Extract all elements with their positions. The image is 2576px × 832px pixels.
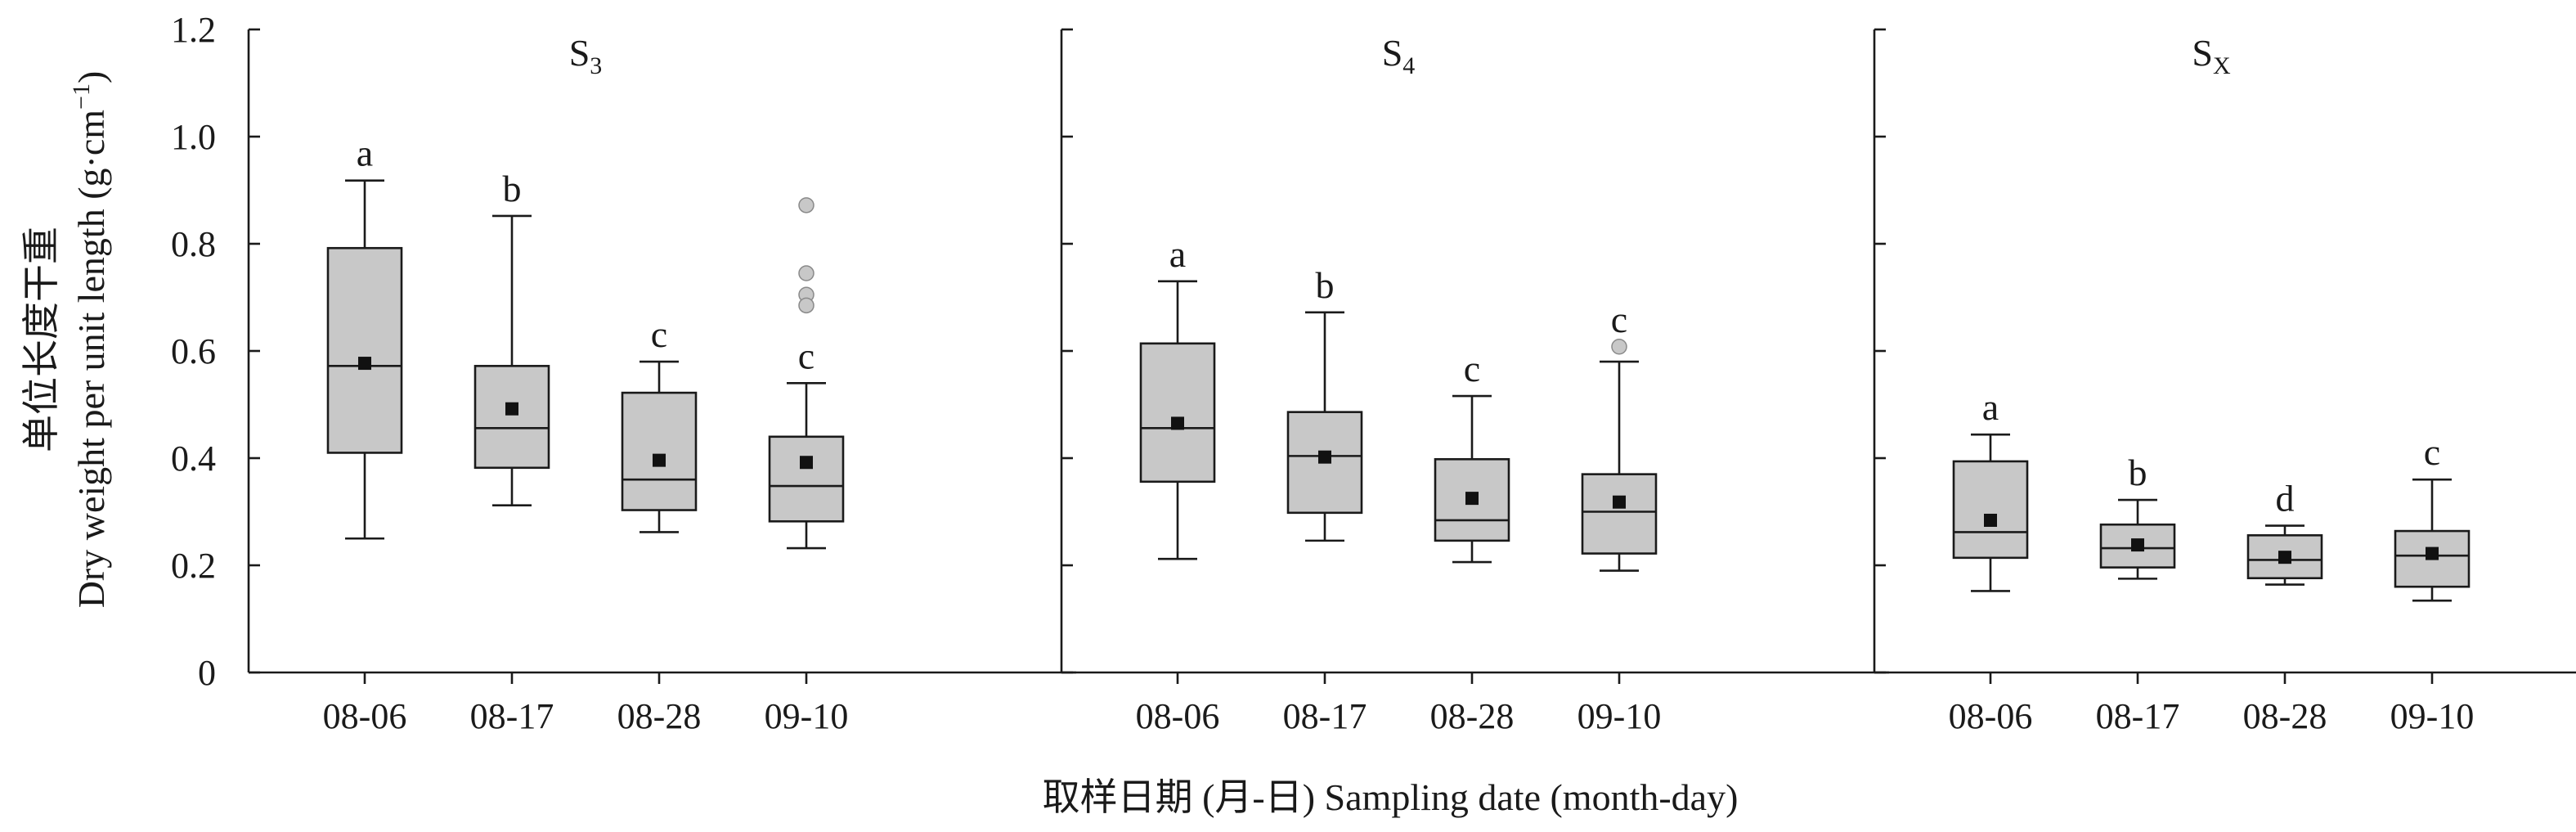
mean-marker: [2426, 546, 2439, 560]
iqr-box: [621, 391, 698, 511]
y-tick-label: 1.0: [171, 117, 216, 157]
chart-panel-2: S4 a 08-06 b 08-17 c 08-28 c 09-10: [1060, 28, 1889, 736]
panel-title-main: S: [569, 32, 590, 74]
x-tick-label: 09-10: [765, 696, 849, 736]
chart-panel-1: 0 0.2 0.4 0.6 0.8 1.0 1.2 S3 a 08-06 b 08-17 c 08-28 c…: [171, 10, 1076, 736]
mean-marker: [1318, 450, 1331, 464]
x-tick-label: 08-17: [2096, 696, 2180, 736]
iqr-box: [326, 246, 403, 454]
x-tick-label: 08-28: [617, 696, 702, 736]
outlier-point: [798, 265, 815, 281]
panel-title-subscript: X: [2213, 52, 2231, 79]
iqr-box: [1952, 460, 2029, 560]
iqr-box: [473, 365, 550, 470]
significance-letter: c: [1464, 348, 1480, 389]
box-plot: a: [1139, 233, 1216, 560]
outlier-point: [798, 297, 815, 314]
iqr-box: [1581, 473, 1658, 555]
box-plot: d: [2246, 478, 2323, 586]
iqr-box: [768, 435, 845, 523]
box-plot: b: [2099, 452, 2176, 580]
y-tick-label: 0.4: [171, 438, 216, 479]
iqr-box: [1139, 342, 1216, 483]
box-plot: b: [473, 168, 550, 506]
y-tick-label: 0.6: [171, 331, 216, 371]
panel-title-main: S: [1382, 32, 1403, 74]
y-axis-label-cn: 单位长度干重: [20, 227, 62, 452]
box-plot: b: [1286, 264, 1363, 542]
panel-title-main: S: [2192, 32, 2213, 74]
y-axis-label-en-sup: −1: [68, 83, 95, 110]
x-axis-label: 取样日期 (月-日) Sampling date (month-day): [1043, 776, 1739, 818]
significance-letter: c: [2424, 431, 2440, 473]
significance-letter: a: [1169, 233, 1186, 275]
y-axis-label-en-close: ): [70, 71, 112, 83]
y-tick-label: 1.2: [171, 10, 216, 50]
mean-marker: [2131, 538, 2144, 552]
x-tick-label: 09-10: [2390, 696, 2475, 736]
y-tick-label: 0.8: [171, 224, 216, 264]
significance-letter: d: [2276, 478, 2295, 519]
box-plot: c: [768, 197, 845, 550]
box-plot: c: [1434, 348, 1510, 564]
panel-title: S4: [1382, 32, 1416, 79]
mean-marker: [1465, 492, 1479, 506]
box-plot: c: [621, 313, 698, 533]
panel-title-subscript: 3: [590, 52, 602, 79]
significance-letter: a: [1982, 386, 1999, 428]
x-tick-label: 08-17: [1283, 696, 1367, 736]
x-tick-label: 08-17: [470, 696, 554, 736]
mean-marker: [2278, 551, 2291, 564]
outlier-point: [1611, 339, 1627, 355]
significance-letter: c: [651, 313, 667, 355]
mean-marker: [358, 357, 371, 371]
x-tick-label: 08-06: [1949, 696, 2033, 736]
y-tick-label: 0.2: [171, 546, 216, 586]
mean-marker: [653, 453, 666, 467]
mean-marker: [505, 402, 518, 416]
x-tick-label: 09-10: [1577, 696, 1662, 736]
box-plot: c: [2394, 431, 2471, 602]
panel-title: S3: [569, 32, 603, 79]
significance-letter: b: [1316, 264, 1335, 306]
y-axis-label-en-main: Dry weight per unit length (g·cm: [70, 110, 112, 609]
x-tick-label: 08-06: [323, 696, 407, 736]
significance-letter: a: [357, 133, 373, 174]
mean-marker: [1984, 513, 1997, 527]
panel-title: SX: [2192, 32, 2231, 79]
x-tick-label: 08-28: [2243, 696, 2327, 736]
x-tick-label: 08-06: [1136, 696, 1220, 736]
significance-letter: b: [503, 168, 522, 209]
box-plot: c: [1581, 299, 1658, 572]
box-plot: a: [1952, 386, 2029, 592]
x-tick-label: 08-28: [1430, 696, 1515, 736]
significance-letter: b: [2129, 452, 2147, 493]
mean-marker: [1613, 495, 1626, 509]
y-tick-label: 0: [198, 653, 216, 693]
y-axis-title: 单位长度干重 Dry weight per unit length (g·cm−…: [20, 71, 112, 609]
box-plot: a: [326, 133, 403, 540]
significance-letter: c: [798, 335, 815, 376]
outlier-point: [798, 197, 815, 214]
y-axis-label-en: Dry weight per unit length (g·cm−1): [68, 71, 112, 609]
significance-letter: c: [1611, 299, 1627, 340]
panel-title-subscript: 4: [1402, 52, 1415, 79]
mean-marker: [1171, 416, 1184, 430]
mean-marker: [800, 456, 813, 470]
